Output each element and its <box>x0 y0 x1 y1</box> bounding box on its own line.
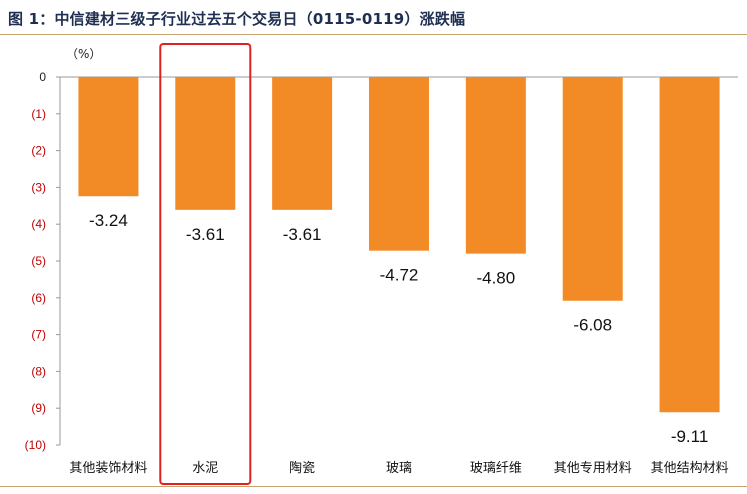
bar <box>78 77 139 197</box>
y-tick-label: (3) <box>31 180 46 194</box>
y-tick-label: (6) <box>31 291 46 305</box>
bar <box>369 77 429 251</box>
footer-divider <box>0 486 747 487</box>
y-tick-label: (2) <box>31 144 46 158</box>
data-labels: -3.24 -3.61 -3.61 -4.72 -4.80 -6.08 -9.11 <box>89 211 708 446</box>
y-tick-label: (1) <box>31 107 46 121</box>
data-label: -4.72 <box>380 266 419 285</box>
data-label: -3.61 <box>186 225 225 244</box>
chart-title: 图 1：中信建材三级子行业过去五个交易日（0115-0119）涨跌幅 <box>8 10 466 28</box>
y-tick-label: (4) <box>31 217 46 231</box>
y-tick-label: (8) <box>31 364 46 378</box>
highlight-overlay <box>159 43 252 485</box>
y-tick-label: (10) <box>25 438 46 452</box>
y-axis-unit-label: （%） <box>66 47 101 61</box>
data-label: -3.61 <box>283 225 322 244</box>
y-tick-label: (9) <box>31 401 46 415</box>
x-tick-label: 其他专用材料 <box>554 461 632 476</box>
x-tick-label: 水泥 <box>192 461 218 476</box>
x-tick-label: 玻璃纤维 <box>470 461 522 476</box>
x-axis-labels: 其他装饰材料 水泥 陶瓷 玻璃 玻璃纤维 其他专用材料 其他结构材料 <box>69 460 728 476</box>
x-tick-label: 其他结构材料 <box>651 461 729 476</box>
bar <box>562 77 623 301</box>
y-tick-label: 0 <box>39 70 46 84</box>
bar <box>175 77 236 210</box>
title-divider <box>0 34 747 35</box>
bar <box>659 77 720 413</box>
bar <box>465 77 526 254</box>
data-label: -6.08 <box>573 316 612 335</box>
x-tick-label: 其他装饰材料 <box>69 461 147 476</box>
y-tick-label: (5) <box>31 254 46 268</box>
data-label: -3.24 <box>89 211 128 230</box>
bar <box>272 77 333 210</box>
y-tick-label: (7) <box>31 328 46 342</box>
data-label: -9.11 <box>671 427 709 446</box>
highlight-box <box>159 43 252 485</box>
bars <box>78 77 720 413</box>
data-label: -4.80 <box>476 269 515 288</box>
x-tick-label: 玻璃 <box>386 461 412 476</box>
x-tick-label: 陶瓷 <box>289 460 315 476</box>
